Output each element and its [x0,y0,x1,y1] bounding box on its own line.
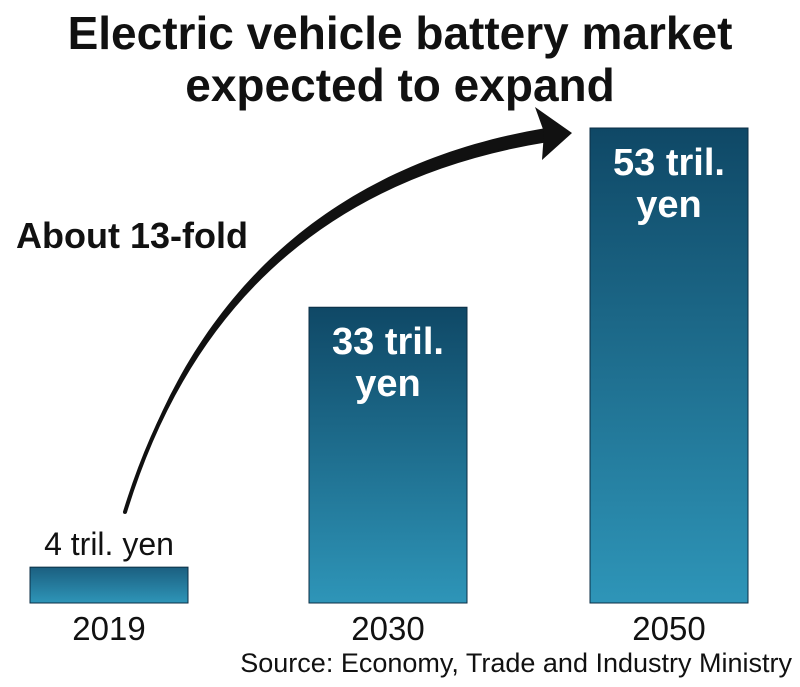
growth-annotation: About 13-fold [16,215,248,256]
value-label-2030-1: 33 tril. [332,321,444,363]
value-label-2050-2: yen [636,184,701,226]
chart-title-line-1: Electric vehicle battery market [67,7,733,59]
bar-2019 [29,566,189,604]
bar-2030 [308,306,468,604]
value-label-2030-2: yen [355,363,420,405]
value-label-2019-1: 4 tril. yen [44,526,174,562]
bar-2050 [589,127,749,604]
category-label-2019: 2019 [72,610,145,647]
category-label-2030: 2030 [351,610,424,647]
value-label-2050-1: 53 tril. [613,142,725,184]
category-label-2050: 2050 [632,610,705,647]
chart-title-line-2: expected to expand [185,59,615,111]
growth-arrow [123,107,572,514]
source-note: Source: Economy, Trade and Industry Mini… [240,648,792,678]
